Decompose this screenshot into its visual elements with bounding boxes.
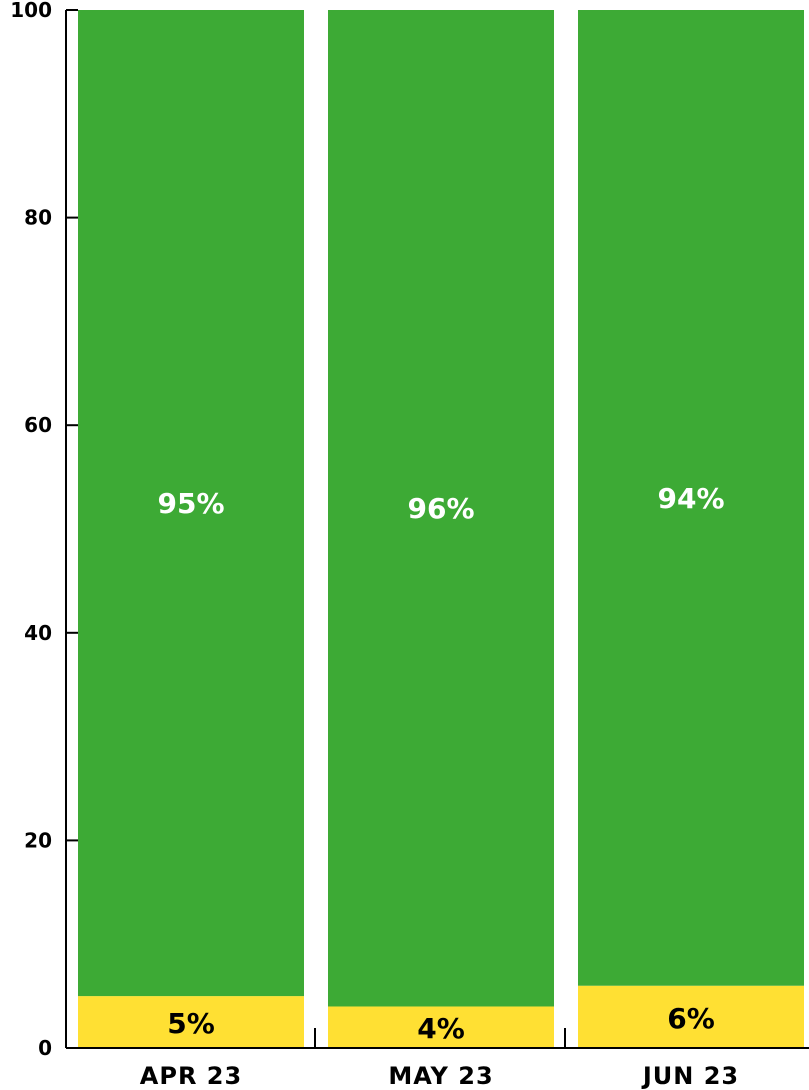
bars-layer <box>78 10 804 1048</box>
x-tick-label-jun-23: JUN 23 <box>641 1062 739 1090</box>
bar-upper-may-23 <box>328 10 554 1007</box>
y-tick-label-60: 60 <box>24 413 52 437</box>
bar-lower-may-23 <box>328 1006 554 1048</box>
y-tick-label-0: 0 <box>38 1036 52 1060</box>
y-tick-label-80: 80 <box>24 206 52 230</box>
y-tick-label-40: 40 <box>24 621 52 645</box>
bar-upper-apr-23 <box>78 10 304 997</box>
y-tick-label-100: 100 <box>10 0 52 22</box>
segment-label-upper-apr-23: 95% <box>157 487 224 520</box>
bar-lower-jun-23 <box>578 985 804 1048</box>
segment-label-lower-may-23: 4% <box>417 1012 465 1045</box>
bar-lower-apr-23 <box>78 996 304 1048</box>
x-tick-label-apr-23: APR 23 <box>140 1062 242 1090</box>
bar-upper-jun-23 <box>578 10 804 986</box>
y-tick-label-20: 20 <box>24 828 52 852</box>
labels-layer: 5% 95% APR 23 4% 96% MAY 23 6% 94% JUN 23 0 20 40 60… <box>10 0 739 1090</box>
axes-layer <box>65 9 809 1049</box>
segment-label-lower-apr-23: 5% <box>167 1007 215 1040</box>
x-tick-label-may-23: MAY 23 <box>388 1062 493 1090</box>
segment-label-upper-may-23: 96% <box>407 492 474 525</box>
segment-label-upper-jun-23: 94% <box>657 482 724 515</box>
segment-label-lower-jun-23: 6% <box>667 1002 715 1035</box>
